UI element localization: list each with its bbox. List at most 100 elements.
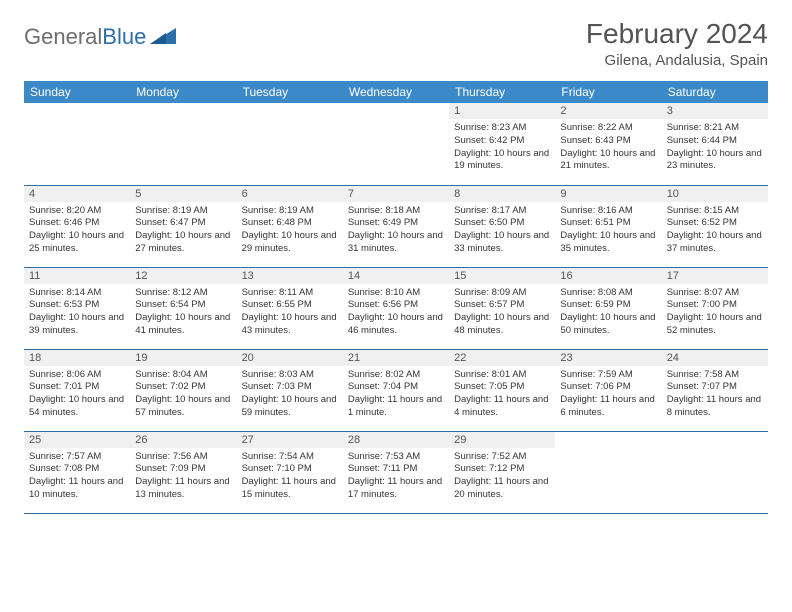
sunrise-text: Sunrise: 7:56 AM: [135, 451, 231, 464]
calendar-cell: 18Sunrise: 8:06 AMSunset: 7:01 PMDayligh…: [24, 349, 130, 431]
daylight-text: Daylight: 10 hours and 25 minutes.: [29, 230, 125, 256]
day-body: Sunrise: 8:04 AMSunset: 7:02 PMDaylight:…: [130, 366, 236, 424]
calendar-cell: [237, 103, 343, 185]
calendar-cell: 7Sunrise: 8:18 AMSunset: 6:49 PMDaylight…: [343, 185, 449, 267]
calendar-header-row: SundayMondayTuesdayWednesdayThursdayFrid…: [24, 81, 768, 103]
daylight-text: Daylight: 11 hours and 20 minutes.: [454, 476, 550, 502]
day-number: 23: [555, 350, 661, 366]
day-number: 28: [343, 432, 449, 448]
sunrise-text: Sunrise: 8:21 AM: [667, 122, 763, 135]
weekday-header: Saturday: [662, 81, 768, 103]
daylight-text: Daylight: 11 hours and 8 minutes.: [667, 394, 763, 420]
calendar-cell: 2Sunrise: 8:22 AMSunset: 6:43 PMDaylight…: [555, 103, 661, 185]
daylight-text: Daylight: 10 hours and 52 minutes.: [667, 312, 763, 338]
location-text: Gilena, Andalusia, Spain: [586, 52, 768, 69]
day-number: 20: [237, 350, 343, 366]
day-body: Sunrise: 7:52 AMSunset: 7:12 PMDaylight:…: [449, 448, 555, 506]
calendar-row: 18Sunrise: 8:06 AMSunset: 7:01 PMDayligh…: [24, 349, 768, 431]
sunrise-text: Sunrise: 8:22 AM: [560, 122, 656, 135]
sunrise-text: Sunrise: 8:06 AM: [29, 369, 125, 382]
calendar-body: 1Sunrise: 8:23 AMSunset: 6:42 PMDaylight…: [24, 103, 768, 513]
daylight-text: Daylight: 10 hours and 54 minutes.: [29, 394, 125, 420]
day-body: Sunrise: 8:09 AMSunset: 6:57 PMDaylight:…: [449, 284, 555, 342]
sunset-text: Sunset: 6:46 PM: [29, 217, 125, 230]
sunrise-text: Sunrise: 8:03 AM: [242, 369, 338, 382]
daylight-text: Daylight: 10 hours and 39 minutes.: [29, 312, 125, 338]
day-body: Sunrise: 8:23 AMSunset: 6:42 PMDaylight:…: [449, 119, 555, 177]
sunset-text: Sunset: 6:49 PM: [348, 217, 444, 230]
day-number: 3: [662, 103, 768, 119]
day-number: 15: [449, 268, 555, 284]
sunset-text: Sunset: 7:07 PM: [667, 381, 763, 394]
sunset-text: Sunset: 6:47 PM: [135, 217, 231, 230]
sunset-text: Sunset: 7:03 PM: [242, 381, 338, 394]
sunset-text: Sunset: 7:08 PM: [29, 463, 125, 476]
sunrise-text: Sunrise: 8:07 AM: [667, 287, 763, 300]
day-body: Sunrise: 8:06 AMSunset: 7:01 PMDaylight:…: [24, 366, 130, 424]
day-number: 13: [237, 268, 343, 284]
sunrise-text: Sunrise: 7:59 AM: [560, 369, 656, 382]
weekday-header: Monday: [130, 81, 236, 103]
day-body: Sunrise: 7:54 AMSunset: 7:10 PMDaylight:…: [237, 448, 343, 506]
day-body: Sunrise: 8:11 AMSunset: 6:55 PMDaylight:…: [237, 284, 343, 342]
daylight-text: Daylight: 11 hours and 10 minutes.: [29, 476, 125, 502]
daylight-text: Daylight: 10 hours and 35 minutes.: [560, 230, 656, 256]
sunrise-text: Sunrise: 8:11 AM: [242, 287, 338, 300]
day-body: Sunrise: 7:53 AMSunset: 7:11 PMDaylight:…: [343, 448, 449, 506]
day-number: 14: [343, 268, 449, 284]
calendar-cell: 28Sunrise: 7:53 AMSunset: 7:11 PMDayligh…: [343, 431, 449, 513]
daylight-text: Daylight: 11 hours and 15 minutes.: [242, 476, 338, 502]
day-number: 5: [130, 186, 236, 202]
daylight-text: Daylight: 10 hours and 59 minutes.: [242, 394, 338, 420]
day-number: 29: [449, 432, 555, 448]
day-body: Sunrise: 8:20 AMSunset: 6:46 PMDaylight:…: [24, 202, 130, 260]
sunrise-text: Sunrise: 8:19 AM: [242, 205, 338, 218]
calendar-cell: 23Sunrise: 7:59 AMSunset: 7:06 PMDayligh…: [555, 349, 661, 431]
day-body: Sunrise: 8:19 AMSunset: 6:47 PMDaylight:…: [130, 202, 236, 260]
weekday-header: Tuesday: [237, 81, 343, 103]
day-number: 6: [237, 186, 343, 202]
sunrise-text: Sunrise: 8:02 AM: [348, 369, 444, 382]
day-body: Sunrise: 7:56 AMSunset: 7:09 PMDaylight:…: [130, 448, 236, 506]
sunrise-text: Sunrise: 7:58 AM: [667, 369, 763, 382]
day-body: Sunrise: 8:17 AMSunset: 6:50 PMDaylight:…: [449, 202, 555, 260]
sunset-text: Sunset: 7:11 PM: [348, 463, 444, 476]
day-number: 8: [449, 186, 555, 202]
page-title: February 2024: [586, 18, 768, 50]
title-block: February 2024 Gilena, Andalusia, Spain: [586, 18, 768, 69]
sunset-text: Sunset: 7:06 PM: [560, 381, 656, 394]
sunset-text: Sunset: 6:52 PM: [667, 217, 763, 230]
day-number: 9: [555, 186, 661, 202]
calendar-cell: 3Sunrise: 8:21 AMSunset: 6:44 PMDaylight…: [662, 103, 768, 185]
calendar-cell: 19Sunrise: 8:04 AMSunset: 7:02 PMDayligh…: [130, 349, 236, 431]
sunset-text: Sunset: 6:48 PM: [242, 217, 338, 230]
logo-word2: Blue: [102, 24, 146, 49]
calendar-cell: [130, 103, 236, 185]
calendar-row: 25Sunrise: 7:57 AMSunset: 7:08 PMDayligh…: [24, 431, 768, 513]
daylight-text: Daylight: 10 hours and 33 minutes.: [454, 230, 550, 256]
sunset-text: Sunset: 6:56 PM: [348, 299, 444, 312]
calendar-cell: 5Sunrise: 8:19 AMSunset: 6:47 PMDaylight…: [130, 185, 236, 267]
sunrise-text: Sunrise: 8:01 AM: [454, 369, 550, 382]
sunset-text: Sunset: 7:09 PM: [135, 463, 231, 476]
sunrise-text: Sunrise: 8:12 AM: [135, 287, 231, 300]
day-number: 18: [24, 350, 130, 366]
calendar-cell: 8Sunrise: 8:17 AMSunset: 6:50 PMDaylight…: [449, 185, 555, 267]
weekday-header: Wednesday: [343, 81, 449, 103]
weekday-header: Friday: [555, 81, 661, 103]
day-number: 27: [237, 432, 343, 448]
sunrise-text: Sunrise: 8:15 AM: [667, 205, 763, 218]
day-number: 26: [130, 432, 236, 448]
sunrise-text: Sunrise: 8:10 AM: [348, 287, 444, 300]
weekday-header: Sunday: [24, 81, 130, 103]
sunset-text: Sunset: 6:50 PM: [454, 217, 550, 230]
day-number: 11: [24, 268, 130, 284]
calendar-cell: 25Sunrise: 7:57 AMSunset: 7:08 PMDayligh…: [24, 431, 130, 513]
logo: GeneralBlue: [24, 24, 176, 50]
sunset-text: Sunset: 7:10 PM: [242, 463, 338, 476]
daylight-text: Daylight: 10 hours and 41 minutes.: [135, 312, 231, 338]
day-number: 10: [662, 186, 768, 202]
daylight-text: Daylight: 11 hours and 17 minutes.: [348, 476, 444, 502]
calendar-cell: [24, 103, 130, 185]
sunset-text: Sunset: 7:00 PM: [667, 299, 763, 312]
